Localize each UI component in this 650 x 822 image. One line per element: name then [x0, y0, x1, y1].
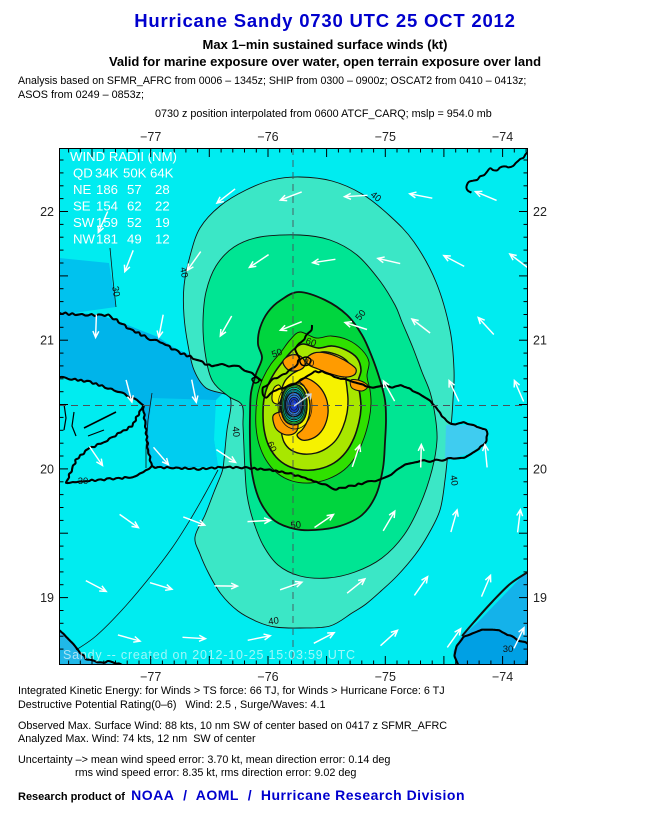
- svg-text:Research product of NOAA /: Research product of NOAA / AOML / Hurric…: [18, 787, 465, 803]
- svg-text:Analysis based on SFMR_AFRC fr: Analysis based on SFMR_AFRC from 0006 – …: [18, 75, 526, 87]
- svg-text:19: 19: [40, 591, 54, 605]
- svg-text:−77: −77: [140, 670, 161, 684]
- svg-text:−74: −74: [492, 130, 513, 144]
- svg-text:19: 19: [155, 215, 170, 230]
- svg-text:Valid for marine exposure over: Valid for marine exposure over water, op…: [109, 54, 541, 69]
- svg-text:12: 12: [155, 232, 170, 247]
- svg-text:20: 20: [40, 462, 54, 476]
- svg-text:50K: 50K: [123, 166, 147, 181]
- svg-text:40: 40: [268, 615, 280, 627]
- svg-text:−77: −77: [140, 130, 161, 144]
- svg-text:30: 30: [109, 285, 122, 297]
- svg-text:62: 62: [127, 199, 142, 214]
- svg-text:Observed Max. Surface Wind: 88: Observed Max. Surface Wind: 88 kts, 10 n…: [18, 720, 447, 732]
- svg-text:−74: −74: [492, 670, 513, 684]
- svg-text:52: 52: [127, 215, 142, 230]
- svg-text:0730 z position interpolated f: 0730 z position interpolated from 0600 A…: [155, 108, 492, 120]
- svg-text:30: 30: [503, 644, 514, 655]
- svg-text:Sandy -- created on 2012-10-25: Sandy -- created on 2012-10-25 15:03:59 …: [63, 648, 356, 662]
- svg-text:QD: QD: [73, 166, 93, 181]
- svg-text:rms wind speed error: 8.35 kt,: rms wind speed error: 8.35 kt, rms direc…: [75, 767, 356, 779]
- svg-text:Hurricane Sandy 0730 UTC 25 OC: Hurricane Sandy 0730 UTC 25 OCT 2012: [134, 10, 515, 31]
- svg-text:SE: SE: [73, 199, 91, 214]
- svg-text:19: 19: [533, 591, 547, 605]
- svg-text:70: 70: [304, 358, 315, 369]
- svg-text:Analyzed Max. Wind: 74 kts, 12: Analyzed Max. Wind: 74 kts, 12 nm SW of …: [18, 733, 256, 745]
- svg-text:NW: NW: [73, 232, 96, 247]
- svg-text:Max 1–min sustained surface wi: Max 1–min sustained surface winds (kt): [203, 37, 448, 52]
- svg-text:21: 21: [533, 334, 547, 348]
- svg-text:40: 40: [177, 266, 190, 278]
- svg-text:40: 40: [447, 474, 460, 486]
- svg-text:NE: NE: [73, 182, 92, 197]
- svg-text:−76: −76: [257, 670, 278, 684]
- svg-text:64K: 64K: [150, 166, 174, 181]
- svg-text:SW: SW: [73, 215, 95, 230]
- svg-text:−76: −76: [257, 130, 278, 144]
- svg-text:159: 159: [96, 215, 118, 230]
- svg-text:Destructive Potential Rating(0: Destructive Potential Rating(0–6) Wind: …: [18, 699, 325, 711]
- svg-text:186: 186: [96, 182, 118, 197]
- svg-text:WIND RADII (NM): WIND RADII (NM): [70, 149, 177, 164]
- svg-text:21: 21: [40, 334, 54, 348]
- svg-text:40: 40: [230, 426, 242, 437]
- svg-text:ASOS from 0249 – 0853z;: ASOS from 0249 – 0853z;: [18, 89, 144, 101]
- svg-text:30: 30: [78, 476, 89, 487]
- svg-text:22: 22: [155, 199, 170, 214]
- svg-text:50: 50: [270, 347, 284, 361]
- svg-text:22: 22: [40, 205, 54, 219]
- svg-text:181: 181: [96, 232, 118, 247]
- svg-text:60: 60: [264, 440, 278, 454]
- svg-text:Integrated Kinetic Energy: for: Integrated Kinetic Energy: for Winds > T…: [18, 685, 445, 697]
- svg-text:50: 50: [290, 520, 301, 532]
- svg-text:22: 22: [533, 205, 547, 219]
- svg-text:−75: −75: [375, 670, 396, 684]
- svg-text:20: 20: [533, 462, 547, 476]
- svg-text:28: 28: [155, 182, 170, 197]
- svg-text:57: 57: [127, 182, 142, 197]
- svg-text:Uncertainty –> mean wind speed: Uncertainty –> mean wind speed error: 3.…: [18, 754, 390, 766]
- svg-text:49: 49: [127, 232, 142, 247]
- svg-text:154: 154: [96, 199, 118, 214]
- svg-text:60: 60: [304, 336, 318, 350]
- svg-text:−75: −75: [375, 130, 396, 144]
- svg-text:34K: 34K: [95, 166, 119, 181]
